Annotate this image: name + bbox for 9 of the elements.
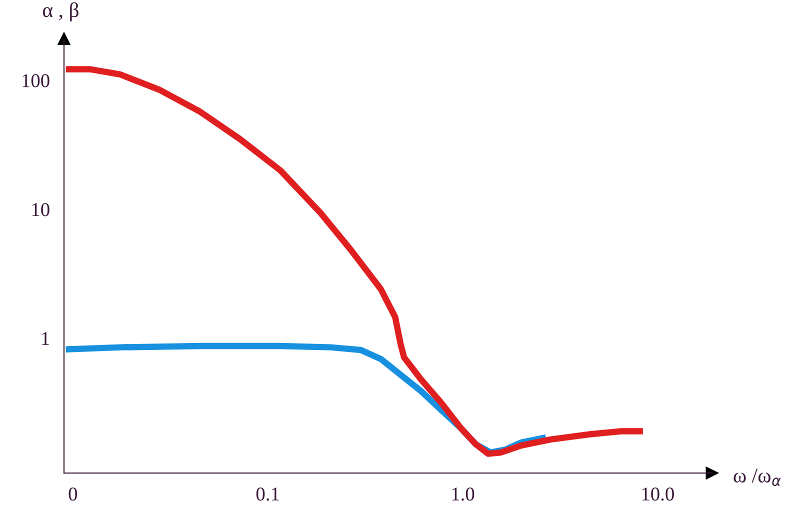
y-tick-label: 10 xyxy=(32,203,50,216)
y-tick-label: 100 xyxy=(22,74,50,88)
x-tick-label: 10.0 xyxy=(642,488,674,501)
x-tick-label: 0 xyxy=(68,488,78,501)
x-tick-label: 1.0 xyxy=(452,488,474,501)
x-axis-title: ω /ω$_{α}$ xyxy=(734,468,781,486)
y-axis-title: α , β xyxy=(42,2,78,22)
x-tick-label: 0.1 xyxy=(256,488,279,501)
y-tick-label: 1 xyxy=(42,332,49,345)
